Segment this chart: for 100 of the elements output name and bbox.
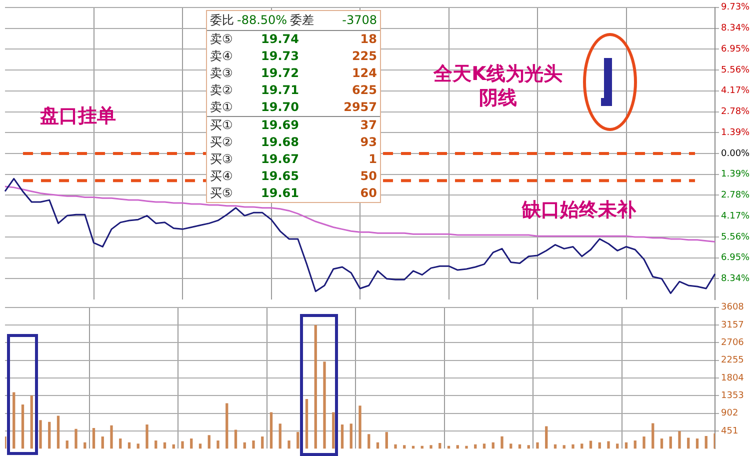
bar (92, 428, 96, 449)
y-tick-label: 902 (721, 408, 738, 419)
bar (642, 436, 646, 449)
bar (536, 442, 539, 449)
y-tick-label: 8.34% (721, 24, 750, 34)
bar (368, 434, 370, 449)
bar (270, 412, 273, 449)
y-tick-label: 6.95% (721, 253, 750, 264)
bar (562, 445, 566, 449)
bar (288, 440, 290, 449)
bar (110, 425, 113, 449)
y-tick-label: 4.17% (721, 86, 750, 96)
bar (39, 420, 42, 449)
y-tick-label: 3157 (721, 320, 744, 330)
annotation: 盘口挂单 (40, 104, 116, 128)
bar (234, 430, 238, 449)
bar (607, 441, 610, 449)
bar (340, 424, 344, 449)
y-tick-label: 1353 (721, 390, 744, 401)
bar (545, 426, 548, 449)
y-tick-label: 4.17% (721, 211, 750, 222)
bar (21, 404, 24, 449)
text: 买② 19.68 93 (210, 135, 377, 149)
bar (704, 436, 708, 449)
bar (456, 445, 459, 449)
bar (634, 440, 636, 449)
bar (527, 445, 530, 449)
bar (492, 442, 494, 449)
bar (226, 403, 228, 449)
y-tick-label: 1.39% (721, 170, 750, 180)
bar (261, 436, 264, 449)
bar (669, 436, 672, 449)
bar (30, 395, 33, 449)
bar (66, 440, 68, 449)
bar (385, 432, 388, 449)
y-tick-label: 2706 (721, 338, 744, 348)
y-tick-label: 1.39% (721, 128, 750, 138)
bar (136, 444, 140, 449)
annotation: 缺口始终未补 (522, 198, 636, 222)
bar (465, 446, 468, 449)
y-tick-label: 2255 (721, 356, 744, 366)
bar (128, 442, 131, 449)
bar (84, 442, 86, 449)
bar (48, 422, 51, 449)
bar (190, 438, 193, 449)
bar (332, 412, 335, 449)
y-tick-label: 451 (721, 426, 738, 436)
bar (482, 444, 486, 449)
y-tick-label: 1804 (721, 373, 744, 384)
text: 卖② 19.71 625 (210, 83, 377, 97)
bar (198, 444, 202, 449)
bar (216, 440, 220, 449)
bar (119, 438, 122, 449)
bar (208, 435, 210, 449)
y-tick-label: 6.95% (721, 44, 750, 54)
bar (687, 438, 690, 449)
bar (163, 442, 166, 449)
bar (278, 424, 282, 449)
y-tick-label: 9.73% (721, 2, 750, 13)
bar (678, 431, 681, 449)
y-tick-label: 8.34% (721, 274, 750, 284)
bar (296, 432, 300, 449)
y-tick-label: 0.00% (721, 148, 750, 159)
text: 买① 19.69 37 (210, 118, 377, 132)
text: 买③ 19.67 1 (210, 152, 377, 166)
bar (652, 423, 654, 449)
text: 买④ 19.65 50 (210, 169, 377, 183)
bar (438, 442, 442, 449)
bar (154, 440, 158, 449)
bar (660, 438, 664, 449)
bar (252, 440, 255, 449)
bar (624, 442, 628, 449)
bar (580, 444, 584, 449)
bar (12, 392, 16, 449)
y-tick-label: 2.78% (721, 190, 750, 201)
bar (101, 436, 104, 449)
bar (358, 406, 362, 449)
text: 卖⑤ 19.74 18 (210, 32, 377, 46)
bar (500, 436, 504, 449)
text: 卖④ 19.73 225 (210, 49, 377, 63)
bar (430, 445, 432, 449)
annotation: 全天K线为光头阴线 (432, 62, 564, 110)
bar (394, 444, 397, 449)
bar (74, 428, 78, 449)
bar (56, 416, 60, 449)
bar (181, 441, 184, 449)
bar (589, 440, 592, 449)
bar (243, 442, 246, 449)
text: 委比 -88.50% 委差 -3708 (210, 13, 377, 27)
bar (510, 444, 512, 449)
bar (323, 362, 326, 449)
y-tick-label: 5.56% (721, 232, 750, 242)
bar (314, 324, 317, 449)
bar (376, 442, 380, 449)
bar (305, 398, 308, 449)
bar (696, 438, 699, 449)
text: 卖① 19.70 2957 (210, 100, 377, 114)
bar (598, 442, 601, 449)
bar (572, 444, 574, 449)
y-tick-label: 2.78% (721, 107, 750, 118)
